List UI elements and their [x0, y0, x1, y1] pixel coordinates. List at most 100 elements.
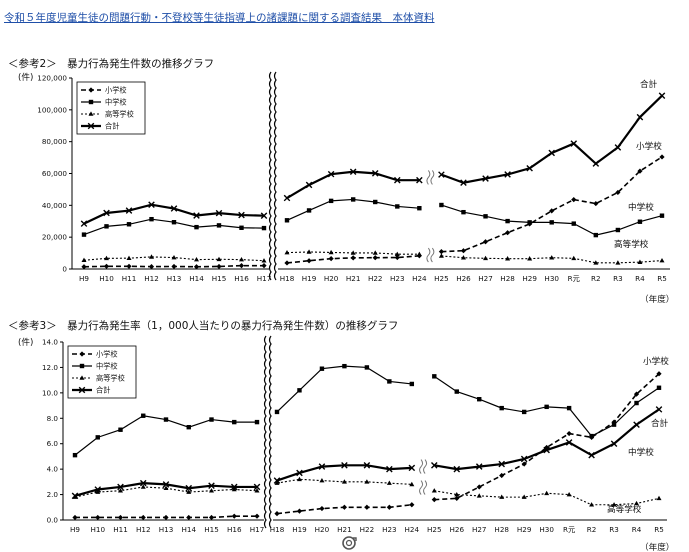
x-tick-label: R3: [613, 274, 623, 283]
data-point: [498, 460, 506, 468]
x-tick-label: H9: [79, 274, 89, 283]
data-point: [283, 194, 291, 202]
x-tick-label: H27: [478, 274, 493, 283]
series-end-label: 高等学校: [607, 503, 642, 515]
data-point: [162, 481, 170, 488]
data-point: [571, 255, 577, 261]
document-title[interactable]: 令和５年度児童生徒の問題行動・不登校等生徒指導上の諸課題に関する調査結果 本体資…: [4, 12, 435, 24]
data-point: [615, 227, 621, 233]
data-point: [637, 219, 643, 224]
x-tick-label: H29: [517, 525, 532, 534]
data-point: [81, 257, 87, 263]
data-point: [483, 214, 488, 219]
data-point: [386, 504, 392, 510]
data-point: [296, 476, 302, 482]
data-point: [364, 365, 370, 370]
series-line: [441, 255, 663, 264]
x-tick-label: H20: [315, 525, 330, 534]
data-point: [373, 199, 378, 205]
data-point: [141, 413, 146, 418]
data-point: [505, 256, 511, 261]
data-point: [140, 514, 146, 521]
chart-title-violence-rate: ＜参考3＞ 暴力行為発生率（1，000人当たりの暴力行為発生件数）の推移グラフ: [8, 320, 399, 332]
data-point: [543, 446, 550, 454]
data-point: [171, 220, 177, 225]
data-point: [284, 260, 290, 266]
y-tick-label: 4.0: [47, 465, 59, 474]
data-point: [430, 462, 438, 469]
data-point: [306, 208, 312, 213]
data-point: [230, 483, 238, 491]
legend-label: 高等学校: [105, 110, 134, 119]
data-point: [149, 254, 154, 259]
data-point: [521, 494, 527, 499]
legend-label: 合計: [105, 122, 119, 131]
x-tick-label: R5: [654, 525, 664, 534]
x-tick-label: R元: [568, 274, 580, 283]
data-point: [386, 465, 393, 473]
data-point: [80, 220, 88, 227]
x-unit-label: （年度）: [640, 293, 674, 305]
x-tick-label: H24: [412, 274, 427, 283]
data-point: [659, 257, 665, 263]
x-tick-label: H11: [113, 525, 128, 534]
data-point: [416, 251, 422, 256]
violence-rate-chart: (件) （年度） 0.0 2.0 4.0 6.0 8.0 10.0 12.0 14.0 H9 H1…: [18, 335, 674, 552]
legend-marker: [78, 386, 86, 394]
data-point: [505, 218, 510, 224]
data-point: [297, 388, 302, 393]
data-point: [186, 424, 191, 430]
legend-marker: [88, 99, 94, 105]
data-point: [615, 260, 621, 265]
x-tick-label: H14: [181, 525, 196, 534]
data-point: [261, 258, 267, 263]
data-point: [659, 154, 665, 160]
y-tick-label: 40,000: [42, 201, 68, 210]
y-tick-label: 14.0: [42, 338, 58, 347]
data-point: [593, 200, 599, 207]
data-point: [548, 149, 556, 157]
x-tick-label: H22: [360, 525, 375, 534]
data-point: [95, 514, 101, 521]
x-tick-label: R4: [635, 274, 645, 283]
data-point: [438, 253, 444, 258]
data-point: [209, 488, 214, 493]
data-point: [589, 502, 595, 507]
x-tick-label: H22: [368, 274, 383, 283]
axis-break-mask: [269, 72, 278, 275]
data-point: [634, 400, 639, 406]
data-point: [409, 481, 415, 487]
y-tick-label: 120,000: [37, 74, 67, 83]
data-point: [239, 225, 244, 230]
data-point: [611, 422, 617, 427]
legend-marker: [79, 351, 85, 357]
data-point: [521, 409, 527, 415]
data-point: [461, 209, 466, 215]
axis-break-line: [273, 71, 277, 281]
x-tick-label: H19: [302, 274, 317, 283]
data-point: [209, 417, 214, 422]
x-tick-label: H28: [500, 274, 515, 283]
legend-label: 高等学校: [96, 374, 125, 383]
data-point: [126, 263, 132, 269]
rotate-page-icon[interactable]: [340, 535, 358, 551]
data-point: [439, 202, 444, 208]
data-point: [549, 220, 554, 225]
data-point: [72, 514, 78, 521]
data-point: [232, 419, 237, 425]
x-tick-label: H20: [324, 274, 339, 283]
data-point: [527, 256, 533, 261]
x-tick-label: R元: [563, 525, 575, 534]
data-point: [341, 504, 348, 510]
data-point: [118, 488, 123, 493]
series-line: [434, 373, 660, 501]
data-point: [409, 381, 415, 387]
data-point: [318, 463, 326, 470]
data-point: [571, 197, 577, 203]
data-point: [570, 140, 578, 147]
data-point: [438, 171, 445, 178]
y-unit-label: (件): [18, 336, 33, 348]
data-point: [193, 212, 200, 219]
x-tick-label: H12: [144, 274, 159, 283]
